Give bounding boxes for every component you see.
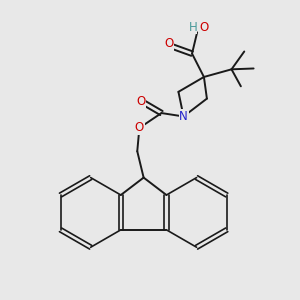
Text: O: O bbox=[199, 21, 208, 34]
Text: N: N bbox=[179, 110, 188, 123]
Text: O: O bbox=[136, 95, 146, 108]
Text: O: O bbox=[135, 122, 144, 134]
Text: O: O bbox=[164, 37, 173, 50]
Text: H: H bbox=[188, 21, 197, 34]
